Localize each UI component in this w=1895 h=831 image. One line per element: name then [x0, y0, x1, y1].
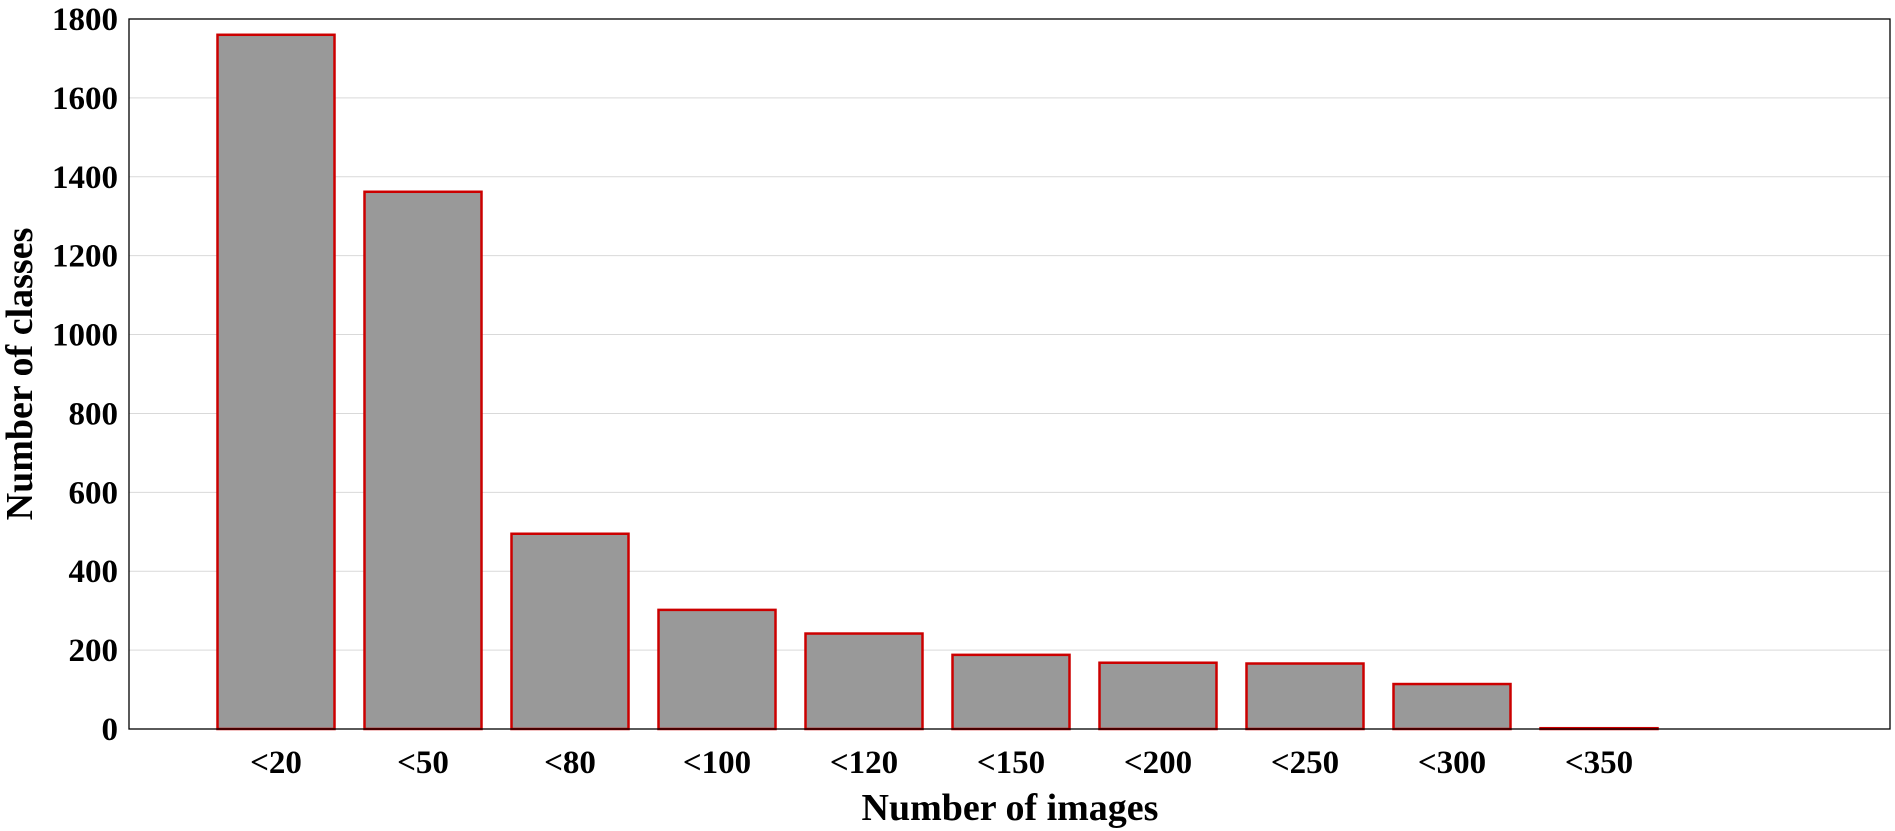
y-tick-label: 200: [69, 633, 119, 669]
x-tick-label: <300: [1418, 745, 1486, 781]
y-tick-labels: 0 200 400 600 800 1000 1200 1400 1600 1800: [52, 2, 118, 748]
y-tick-label: 400: [69, 554, 119, 590]
bar: [1392, 682, 1512, 731]
bar: [363, 190, 483, 731]
bar: [1245, 662, 1365, 731]
x-tick-label: <20: [250, 745, 302, 781]
x-tick-label: <150: [977, 745, 1045, 781]
bar: [951, 653, 1071, 731]
bar: [1098, 661, 1218, 731]
x-tick-label: <50: [397, 745, 449, 781]
y-tick-label: 800: [69, 396, 119, 432]
y-tick-label: 1000: [52, 318, 118, 354]
bar: [804, 632, 924, 731]
y-tick-label: 600: [69, 475, 119, 511]
bars: [216, 33, 1659, 731]
y-tick-label: 1600: [52, 81, 118, 117]
x-tick-label: <200: [1124, 745, 1192, 781]
y-tick-label: 1400: [52, 160, 118, 196]
x-tick-label: <250: [1271, 745, 1339, 781]
plot-frame: [128, 18, 1891, 730]
y-tick-label: 1200: [52, 239, 118, 275]
x-tick-label: <100: [683, 745, 751, 781]
y-tick-label: 0: [102, 712, 119, 748]
y-tick-label: 1800: [52, 2, 118, 38]
bar: [216, 33, 336, 731]
bar: [510, 532, 630, 731]
x-tick-label: <350: [1565, 745, 1633, 781]
x-tick-label: <120: [830, 745, 898, 781]
x-tick-label: <80: [544, 745, 596, 781]
y-axis-title: Number of classes: [0, 228, 41, 521]
x-tick-labels: <20 <50 <80 <100 <120 <150 <200 <250 <300 <350: [250, 745, 1633, 781]
x-axis-title: Number of images: [862, 787, 1159, 829]
bar: [657, 608, 777, 731]
